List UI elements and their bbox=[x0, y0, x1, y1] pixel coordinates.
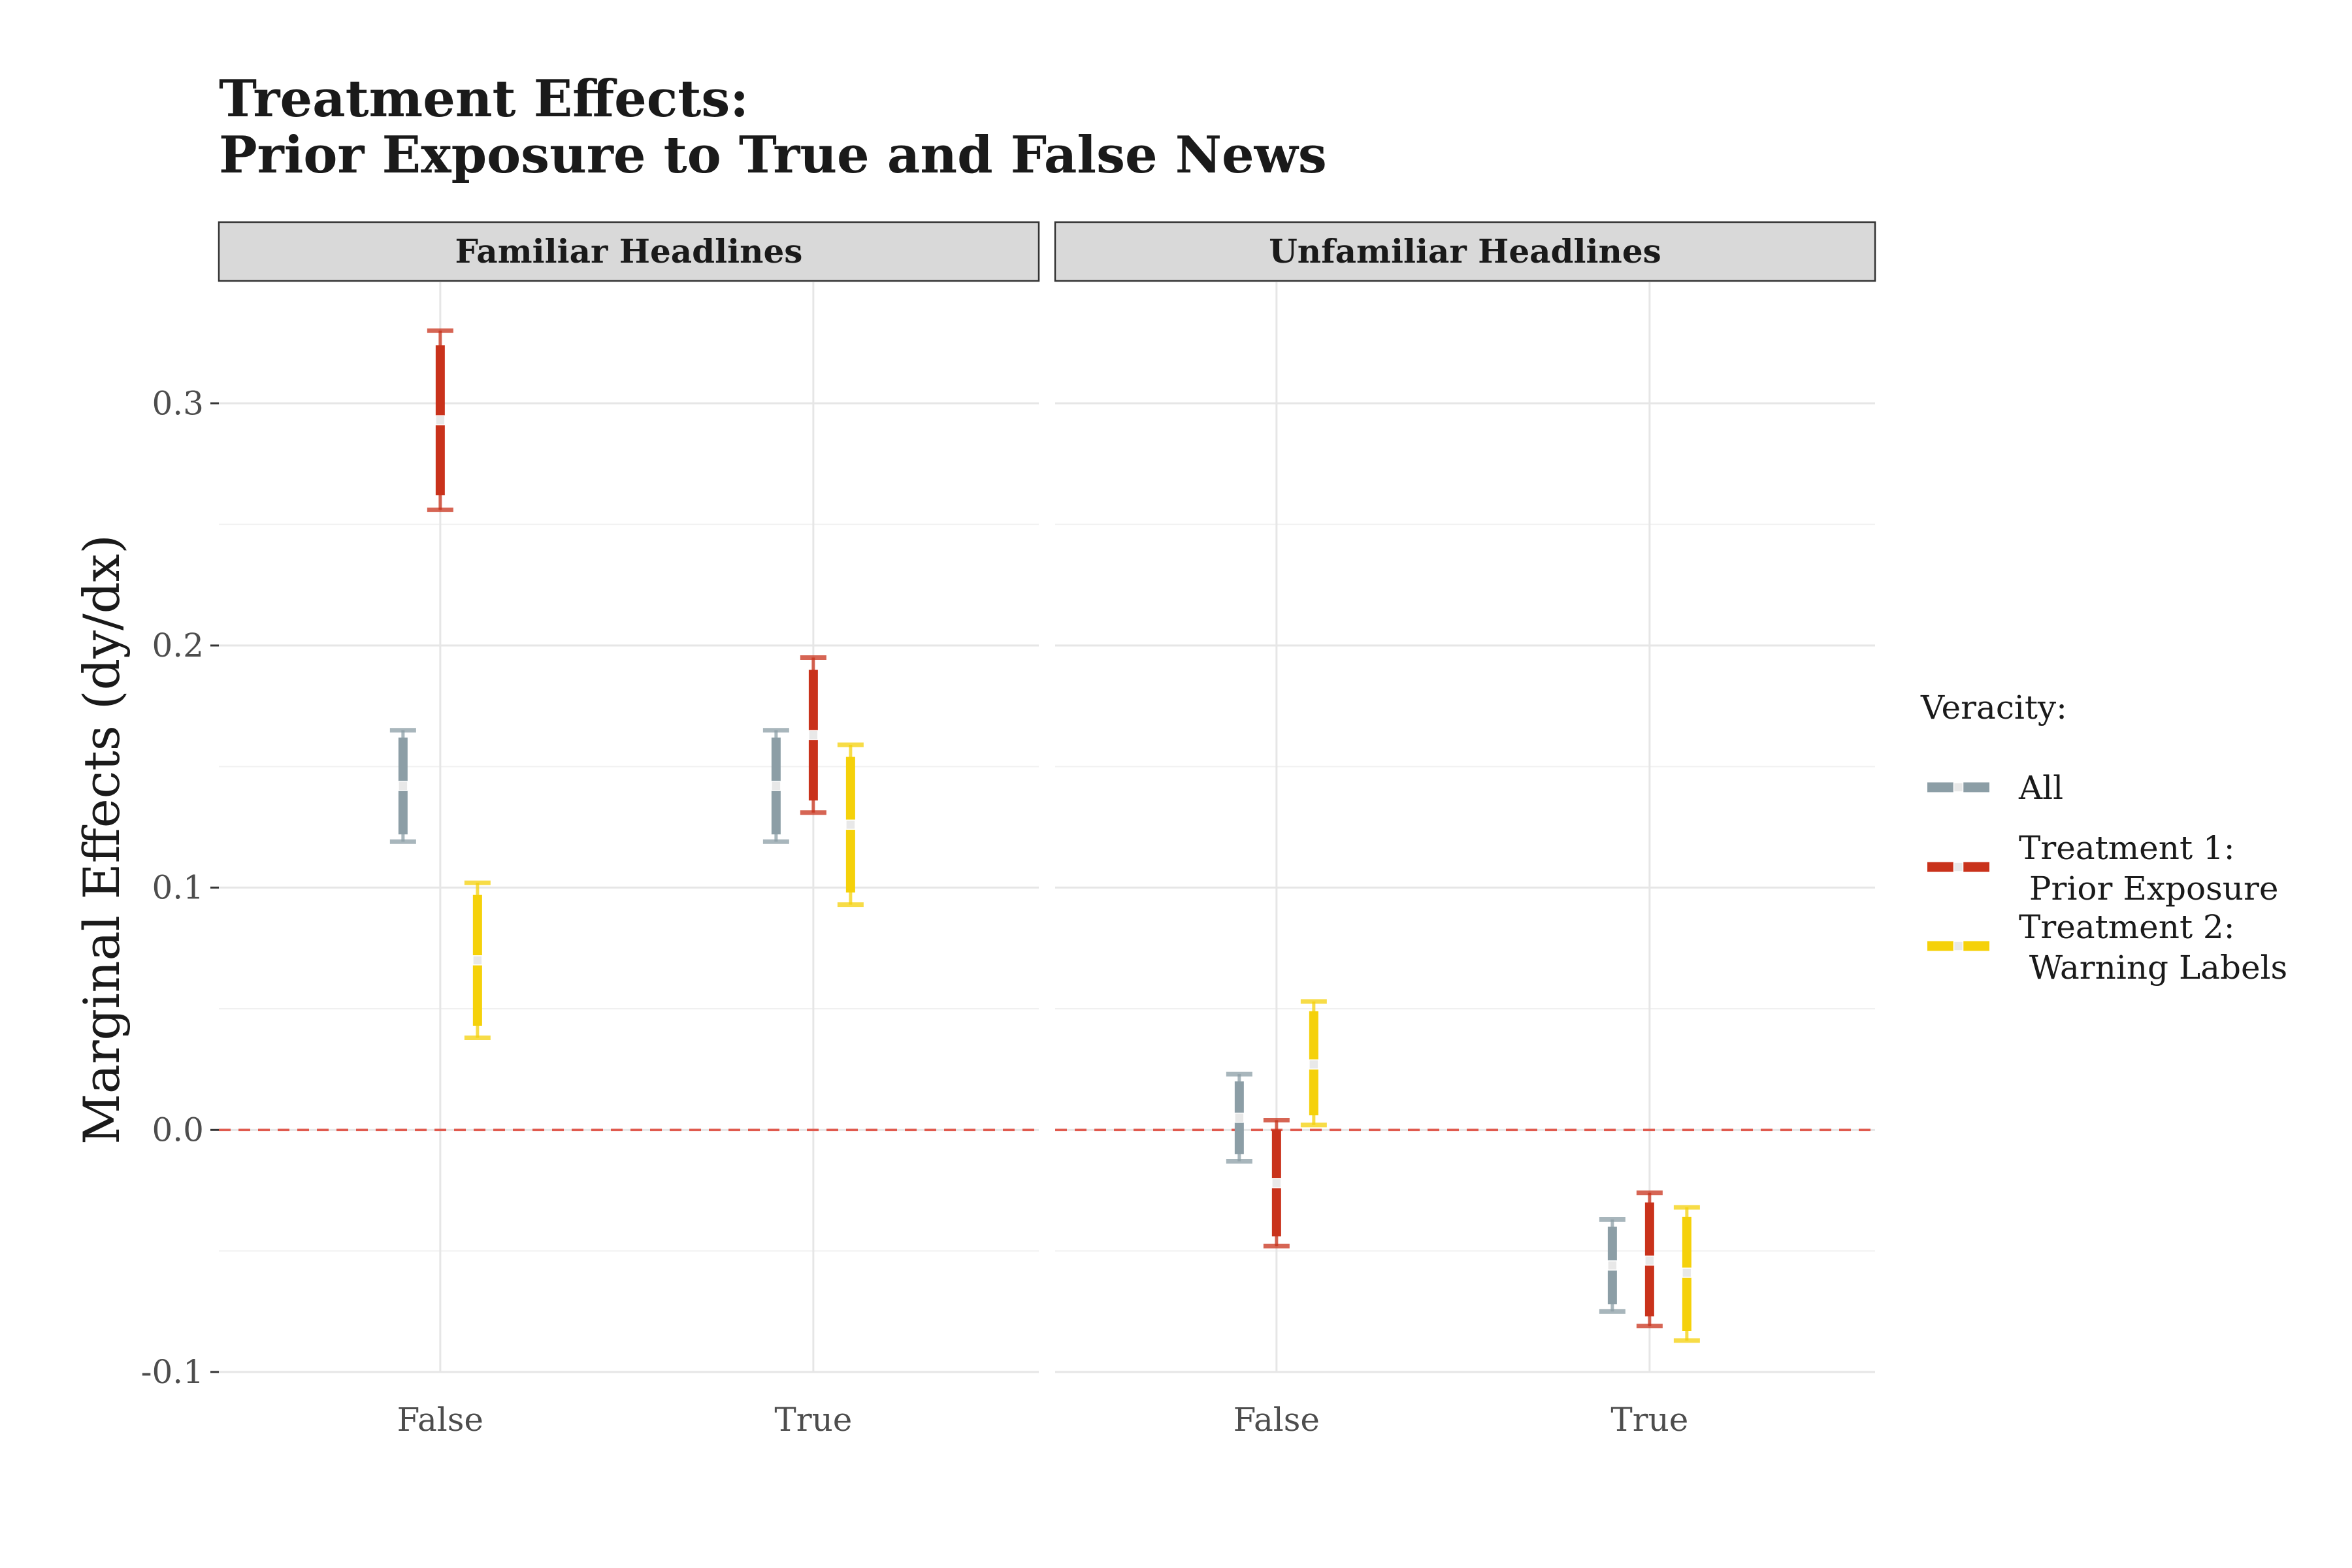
errorbar-warning_labels bbox=[1300, 999, 1327, 1128]
point-estimate bbox=[771, 781, 781, 791]
point-estimate bbox=[1682, 1267, 1692, 1278]
errorbar-prior_exposure bbox=[1636, 1190, 1663, 1329]
facet-strip-label: Unfamiliar Headlines bbox=[1269, 232, 1661, 270]
point-estimate bbox=[1234, 1113, 1245, 1123]
legend: Veracity: All Treatment 1: Prior Exposure… bbox=[1920, 689, 2287, 987]
point-estimate bbox=[808, 730, 819, 740]
y-tick-label: -0.1 bbox=[141, 1353, 204, 1391]
point-estimate bbox=[1644, 1255, 1655, 1266]
errorbar-prior_exposure bbox=[427, 328, 453, 512]
legend-label-line: Treatment 1: bbox=[2019, 829, 2235, 867]
point-estimate bbox=[435, 415, 446, 426]
point-estimate bbox=[1607, 1260, 1618, 1271]
facet-strip-label: Familiar Headlines bbox=[455, 232, 803, 270]
legend-key-point bbox=[1953, 782, 1964, 792]
x-tick-label: False bbox=[1233, 1401, 1320, 1439]
facet-panel-2: Unfamiliar Headlines False True bbox=[1054, 221, 1876, 1439]
y-tick-label: 0.0 bbox=[152, 1111, 204, 1149]
errorbar-all bbox=[389, 728, 416, 844]
y-tick-label: 0.1 bbox=[152, 869, 204, 907]
errorbar-all bbox=[762, 728, 789, 844]
x-tick-label: False bbox=[397, 1401, 483, 1439]
errorbar-all bbox=[1599, 1217, 1625, 1314]
legend-label-line: Prior Exposure bbox=[2019, 870, 2279, 907]
legend-entry-prior_exposure: Treatment 1: Prior Exposure bbox=[1927, 829, 2279, 907]
chart-title-line-2: Prior Exposure to True and False News bbox=[219, 125, 1327, 185]
facet-strip bbox=[218, 221, 1040, 282]
errorbar-prior_exposure bbox=[1263, 1118, 1290, 1249]
legend-title: Veracity: bbox=[1920, 689, 2067, 727]
x-tick-label: True bbox=[1610, 1401, 1688, 1439]
point-estimate bbox=[845, 819, 856, 830]
y-tick-label: 0.2 bbox=[152, 627, 204, 664]
facet-strip bbox=[1054, 221, 1876, 282]
point-estimate bbox=[472, 955, 483, 966]
y-axis-title: Marginal Effects (dy/dx) bbox=[73, 534, 131, 1145]
errorbar-all bbox=[1226, 1071, 1252, 1164]
point-estimate bbox=[398, 781, 408, 791]
legend-entry-warning_labels: Treatment 2: Warning Labels bbox=[1927, 908, 2287, 987]
x-tick-label: True bbox=[774, 1401, 852, 1439]
legend-label-line: All bbox=[2018, 769, 2063, 807]
legend-entry-all: All bbox=[1927, 769, 2063, 807]
legend-key-point bbox=[1953, 862, 1964, 872]
facet-panel-1: Familiar Headlines False True bbox=[218, 221, 1040, 1439]
chart-title-line-1: Treatment Effects: bbox=[219, 69, 749, 129]
y-axis: -0.1 0.0 0.1 0.2 0.3 bbox=[141, 384, 219, 1391]
legend-key-point bbox=[1953, 941, 1964, 951]
legend-label-line: Warning Labels bbox=[2019, 949, 2287, 987]
errorbar-warning_labels bbox=[464, 880, 491, 1040]
errorbar-warning_labels bbox=[1673, 1205, 1700, 1343]
y-tick-label: 0.3 bbox=[152, 384, 204, 422]
legend-label-line: Treatment 2: bbox=[2019, 908, 2235, 946]
point-estimate bbox=[1309, 1059, 1319, 1070]
point-estimate bbox=[1271, 1178, 1282, 1188]
errorbar-warning_labels bbox=[837, 742, 864, 907]
errorbar-prior_exposure bbox=[800, 655, 826, 815]
